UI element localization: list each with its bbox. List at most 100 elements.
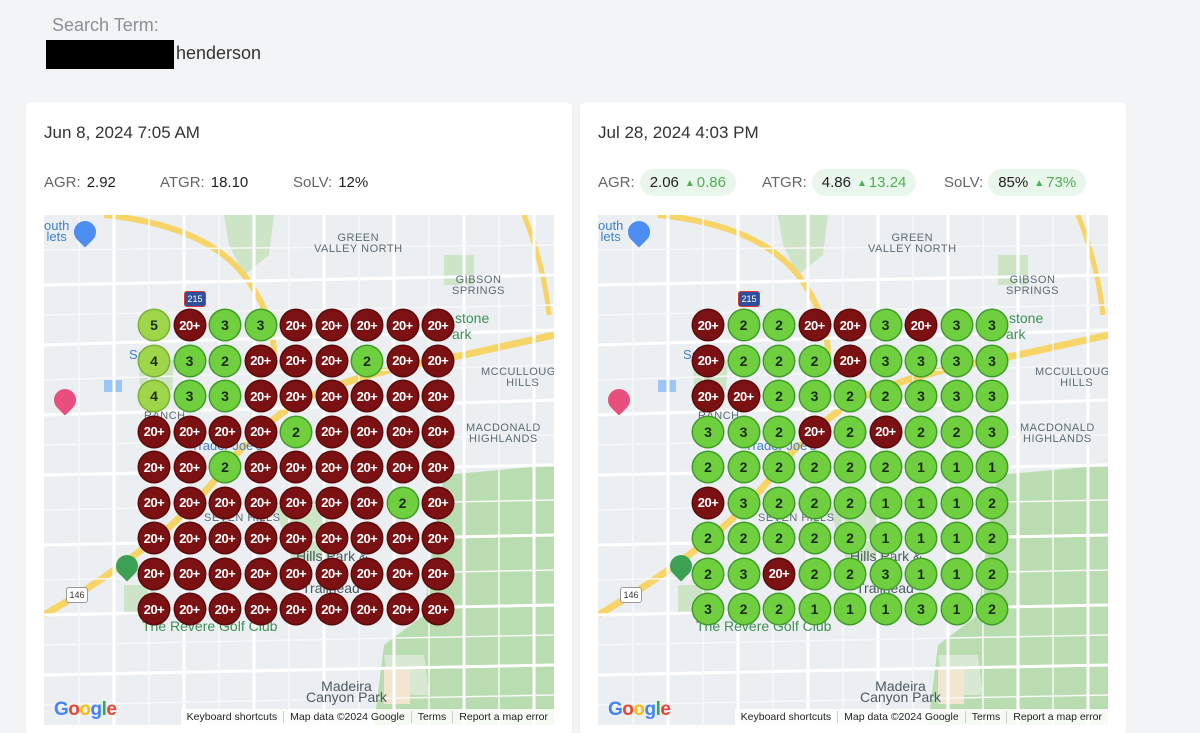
- terms-link[interactable]: Terms: [964, 711, 1007, 723]
- rank-pin[interactable]: 3: [941, 310, 972, 340]
- report-map-error-link[interactable]: Report a map error: [452, 711, 554, 723]
- rank-pin[interactable]: 2: [728, 594, 759, 624]
- rank-pin[interactable]: 3: [245, 310, 276, 340]
- rank-pin[interactable]: 2: [799, 487, 830, 518]
- rank-pin[interactable]: 20+: [316, 345, 347, 376]
- rank-pin[interactable]: 20+: [245, 452, 276, 482]
- rank-pin[interactable]: 1: [906, 487, 936, 518]
- rank-pin[interactable]: 20+: [423, 416, 453, 447]
- rank-pin[interactable]: 20+: [139, 416, 169, 447]
- rank-pin[interactable]: 20+: [139, 452, 169, 482]
- rank-pin[interactable]: 20+: [245, 381, 276, 411]
- rank-pin[interactable]: 2: [799, 452, 830, 482]
- rank-grid-map[interactable]: outh lets GREEN VALLEY NORTH GIBSON SPRINGS…: [44, 215, 554, 725]
- rank-pin[interactable]: 20+: [423, 452, 453, 482]
- rank-pin[interactable]: 2: [870, 381, 901, 411]
- rank-pin[interactable]: 2: [210, 345, 240, 376]
- rank-pin[interactable]: 3: [941, 345, 972, 376]
- rank-pin[interactable]: 3: [870, 345, 901, 376]
- rank-pin[interactable]: 2: [799, 523, 830, 553]
- rank-pin[interactable]: 1: [835, 594, 865, 624]
- rank-pin[interactable]: 20+: [174, 487, 205, 518]
- rank-pin[interactable]: 2: [941, 416, 972, 447]
- rank-pin[interactable]: 20+: [316, 416, 347, 447]
- rank-pin[interactable]: 20+: [316, 487, 347, 518]
- report-map-error-link[interactable]: Report a map error: [1006, 711, 1108, 723]
- rank-pin[interactable]: 3: [210, 310, 240, 340]
- rank-pin[interactable]: 20+: [281, 310, 311, 340]
- rank-pin[interactable]: 2: [764, 381, 794, 411]
- rank-pin[interactable]: 20+: [281, 345, 311, 376]
- rank-pin[interactable]: 3: [799, 381, 830, 411]
- rank-pin[interactable]: 1: [941, 594, 972, 624]
- rank-pin[interactable]: 1: [977, 452, 1007, 482]
- rank-pin[interactable]: 20+: [387, 345, 418, 376]
- rank-pin[interactable]: 20+: [245, 594, 276, 624]
- rank-pin[interactable]: 4: [139, 345, 169, 376]
- rank-pin[interactable]: 3: [174, 381, 205, 411]
- rank-pin[interactable]: 20+: [245, 416, 276, 447]
- rank-pin[interactable]: 3: [906, 381, 936, 411]
- rank-pin[interactable]: 20+: [387, 416, 418, 447]
- rank-pin[interactable]: 3: [870, 558, 901, 589]
- rank-pin[interactable]: 2: [210, 452, 240, 482]
- rank-pin[interactable]: 20+: [174, 558, 205, 589]
- rank-pin[interactable]: 20+: [139, 558, 169, 589]
- rank-pin[interactable]: 2: [835, 558, 865, 589]
- rank-pin[interactable]: 20+: [210, 523, 240, 553]
- rank-pin[interactable]: 20+: [281, 452, 311, 482]
- rank-pin[interactable]: 20+: [139, 487, 169, 518]
- rank-pin[interactable]: 3: [906, 345, 936, 376]
- rank-pin[interactable]: 20+: [281, 558, 311, 589]
- rank-pin[interactable]: 20+: [799, 416, 830, 447]
- rank-pin[interactable]: 1: [870, 523, 901, 553]
- rank-pin[interactable]: 3: [977, 310, 1007, 340]
- rank-pin[interactable]: 2: [281, 416, 311, 447]
- rank-pin[interactable]: 1: [799, 594, 830, 624]
- rank-pin[interactable]: 2: [870, 452, 901, 482]
- rank-pin[interactable]: 4: [139, 381, 169, 411]
- rank-pin[interactable]: 3: [977, 416, 1007, 447]
- rank-pin[interactable]: 20+: [693, 381, 723, 411]
- rank-pin[interactable]: 20+: [870, 416, 901, 447]
- rank-pin[interactable]: 20+: [728, 381, 759, 411]
- rank-pin[interactable]: 1: [906, 558, 936, 589]
- rank-pin[interactable]: 20+: [423, 523, 453, 553]
- rank-pin[interactable]: 20+: [352, 416, 382, 447]
- rank-pin[interactable]: 20+: [764, 558, 794, 589]
- rank-pin[interactable]: 2: [728, 345, 759, 376]
- rank-pin[interactable]: 20+: [352, 487, 382, 518]
- rank-pin[interactable]: 20+: [423, 487, 453, 518]
- rank-pin[interactable]: 1: [870, 487, 901, 518]
- rank-pin[interactable]: 2: [728, 452, 759, 482]
- rank-pin[interactable]: 20+: [387, 594, 418, 624]
- rank-pin[interactable]: 1: [941, 487, 972, 518]
- rank-pin[interactable]: 2: [835, 416, 865, 447]
- rank-pin[interactable]: 1: [906, 523, 936, 553]
- rank-pin[interactable]: 20+: [245, 487, 276, 518]
- rank-pin[interactable]: 20+: [139, 523, 169, 553]
- rank-pin[interactable]: 2: [352, 345, 382, 376]
- rank-pin[interactable]: 20+: [281, 523, 311, 553]
- rank-pin[interactable]: 20+: [352, 381, 382, 411]
- rank-pin[interactable]: 20+: [281, 381, 311, 411]
- rank-pin[interactable]: 20+: [423, 381, 453, 411]
- rank-pin[interactable]: 1: [906, 452, 936, 482]
- rank-pin[interactable]: 2: [764, 452, 794, 482]
- rank-pin[interactable]: 1: [941, 558, 972, 589]
- rank-pin[interactable]: 20+: [835, 310, 865, 340]
- rank-pin[interactable]: 2: [764, 487, 794, 518]
- rank-pin[interactable]: 2: [693, 558, 723, 589]
- rank-pin[interactable]: 20+: [352, 558, 382, 589]
- terms-link[interactable]: Terms: [410, 711, 453, 723]
- rank-pin[interactable]: 20+: [352, 310, 382, 340]
- rank-pin[interactable]: 20+: [316, 452, 347, 482]
- rank-pin[interactable]: 20+: [423, 310, 453, 340]
- rank-pin[interactable]: 20+: [352, 452, 382, 482]
- rank-pin[interactable]: 20+: [316, 381, 347, 411]
- rank-pin[interactable]: 2: [977, 594, 1007, 624]
- rank-pin[interactable]: 3: [977, 381, 1007, 411]
- rank-pin[interactable]: 20+: [245, 523, 276, 553]
- rank-pin[interactable]: 20+: [174, 452, 205, 482]
- rank-pin[interactable]: 2: [835, 487, 865, 518]
